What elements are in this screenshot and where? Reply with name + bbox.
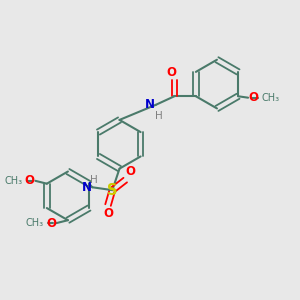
Text: O: O <box>25 174 35 187</box>
Text: O: O <box>126 165 136 178</box>
Text: CH₃: CH₃ <box>4 176 22 186</box>
Text: S: S <box>107 183 118 198</box>
Text: O: O <box>46 217 56 230</box>
Text: CH₃: CH₃ <box>26 218 44 228</box>
Text: O: O <box>249 91 259 104</box>
Text: CH₃: CH₃ <box>262 93 280 103</box>
Text: O: O <box>166 66 176 79</box>
Text: H: H <box>90 175 98 185</box>
Text: N: N <box>145 98 155 111</box>
Text: O: O <box>103 207 113 220</box>
Text: H: H <box>155 111 163 121</box>
Text: N: N <box>81 181 92 194</box>
